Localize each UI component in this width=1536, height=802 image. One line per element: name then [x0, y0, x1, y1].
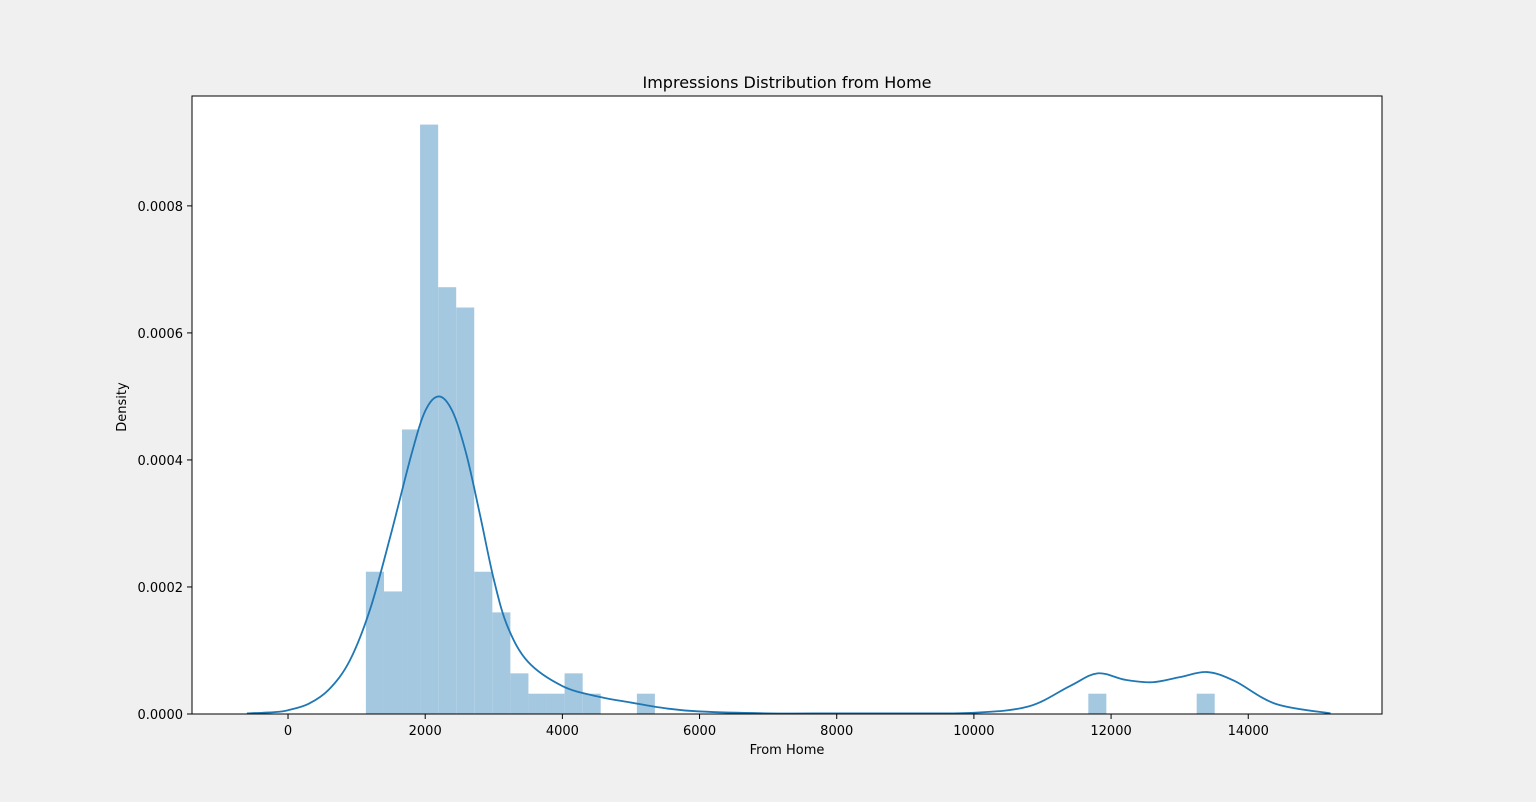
histogram-bar [564, 673, 583, 714]
histogram-bar [582, 693, 601, 714]
histogram-bar [528, 693, 547, 714]
y-tick-label: 0.0008 [138, 200, 184, 215]
chart-title: Impressions Distribution from Home [643, 73, 932, 92]
histogram-bar [438, 287, 457, 714]
x-tick-label: 12000 [1090, 724, 1131, 739]
y-tick-label: 0.0006 [138, 327, 184, 342]
x-axis-label: From Home [750, 743, 825, 758]
histogram-bar [1196, 693, 1215, 714]
x-tick-label: 10000 [953, 724, 994, 739]
kde-curve [246, 395, 1331, 715]
x-tick-label: 4000 [546, 724, 579, 739]
histogram-bar [402, 429, 421, 714]
histogram-bar [510, 673, 529, 714]
histogram-bar [383, 591, 403, 714]
y-axis-label: Density [115, 382, 130, 432]
histogram-bar [474, 571, 493, 714]
y-tick-label: 0.0002 [138, 581, 184, 596]
histogram-bar [420, 124, 439, 714]
x-tick-label: 14000 [1228, 724, 1269, 739]
histogram-bars [365, 124, 1215, 714]
x-axis-ticks: 0 2000 4000 6000 8000 10000 12000 14000 [284, 714, 1269, 739]
histogram-bar [492, 612, 511, 714]
x-tick-label: 0 [284, 724, 292, 739]
x-tick-label: 8000 [820, 724, 853, 739]
plot-frame [191, 95, 1383, 715]
histogram-bar [1088, 693, 1107, 714]
y-tick-label: 0.0000 [138, 708, 184, 723]
histogram-bar [456, 307, 475, 714]
histogram-bar [546, 693, 565, 714]
histogram-bar [636, 693, 655, 714]
x-tick-label: 6000 [683, 724, 716, 739]
y-tick-label: 0.0004 [138, 454, 184, 469]
x-tick-label: 2000 [409, 724, 442, 739]
y-axis-ticks: 0.0000 0.0002 0.0004 0.0006 0.0008 [138, 200, 192, 723]
